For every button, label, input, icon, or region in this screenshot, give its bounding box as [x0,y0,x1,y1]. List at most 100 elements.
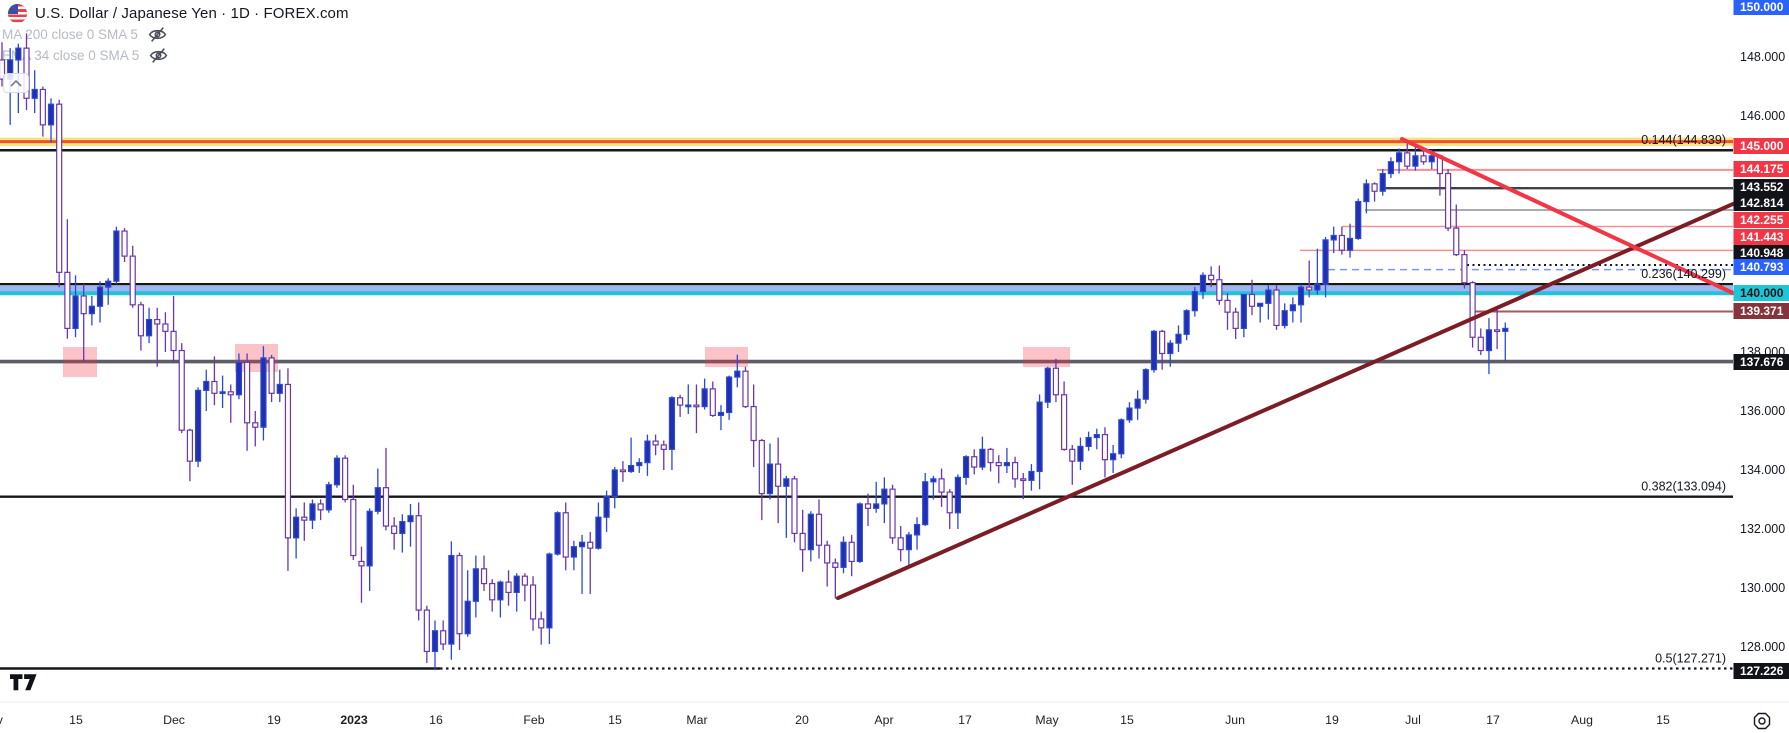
candle-up [1502,327,1509,332]
price-axis-label: 150.000 [1733,0,1789,15]
candle-up [783,478,790,487]
candle-down [244,361,251,424]
candle-down [137,304,144,337]
legend-collapse-button[interactable] [3,73,29,93]
candle-down [317,503,324,511]
candle-up [554,512,561,555]
candle-down [227,391,234,396]
ascending-trendline[interactable] [836,201,1735,601]
price-axis-label: 142.814 [1733,195,1789,211]
candle-down [1216,279,1223,301]
candle-up [1322,239,1329,285]
highlight-box[interactable] [705,346,748,368]
price-label-text: 145.000 [1740,139,1784,153]
candle-down [456,554,463,635]
candle-up [930,478,937,483]
price-axis[interactable]: 148.000146.000138.000136.000134.000132.0… [1733,0,1789,733]
candle-down [1101,434,1109,461]
candle-up [1126,407,1133,421]
candle-down [1404,152,1411,167]
time-axis-label: 19 [267,713,281,727]
candle-down [56,103,63,273]
candle-up [333,457,341,486]
candlestick-series[interactable] [0,33,1509,671]
candle-up [766,463,774,495]
candle-down [562,512,569,558]
indicator-row-ma200[interactable]: MA 200 close 0 SMA 5 [2,24,168,45]
candle-up [31,88,38,99]
price-label-chip [1733,0,1789,15]
candle-up [1330,234,1337,241]
candle-down [619,469,627,473]
candle-down [897,537,904,551]
candle-up [546,553,553,629]
candle-down [1208,274,1215,281]
time-axis-label: 20 [795,713,809,727]
candle-up [399,521,406,535]
candle-down [1060,394,1068,450]
candle-up [1387,161,1395,175]
candle-up [1191,290,1198,312]
price-label-chip [1733,138,1789,154]
candle-down [832,562,839,568]
price-label-chip [1733,195,1789,211]
candle-down [178,349,185,431]
price-axis-label: 145.000 [1733,138,1789,154]
flag-union-field [8,4,19,14]
trendlines [836,137,1735,601]
candle-up [1379,172,1386,192]
us-flag-icon [8,4,27,23]
indicator-row-ema34[interactable]: EMA 34 close 0 SMA 5 [2,45,168,66]
fib-labels: 0.144(144.839) 0.236(140.299) 0.382(133.09… [1641,133,1726,665]
candle-up [913,523,921,536]
candle-down [1461,254,1468,284]
candle-up [1355,200,1362,240]
time-axis-label: Aug [1571,713,1593,727]
price-label-chip [1733,245,1789,261]
price-axis-label: 143.552 [1733,179,1789,195]
descending-trendline[interactable] [1400,137,1735,295]
candle-down [889,488,896,539]
symbol-title[interactable]: U.S. Dollar / Japanese Yen · 1D · FOREX.… [35,5,349,22]
candle-down [709,388,716,417]
candle-down [1248,293,1256,307]
support-zone-140[interactable] [0,285,1733,293]
candle-down [815,513,823,546]
time-axis-label: Nov [0,713,4,727]
candle-up [374,487,381,512]
candle-up [856,503,863,563]
tradingview-logo[interactable] [10,674,37,696]
candle-up [1395,152,1403,163]
time-axis[interactable]: Nov 15 Dec 19 2023 16 Feb 15 Mar 20 Apr 17 May 15 Jun 1… [0,701,1789,727]
price-axis-label: 141.443 [1733,229,1789,245]
time-axis-label: Jul [1405,713,1421,727]
time-axis-label: 15 [1120,713,1134,727]
highlight-box[interactable] [1023,346,1070,368]
candle-up [88,305,95,315]
visibility-off-icon[interactable] [149,47,168,64]
candle-up [276,383,283,394]
candle-down [505,581,512,594]
candle-down [382,487,390,527]
highlight-box[interactable] [63,346,97,378]
price-axis-tick: 148.000 [1740,50,1785,64]
visibility-off-icon[interactable] [148,26,167,43]
candle-up [1428,155,1435,163]
candle-down [480,568,488,585]
candle-down [693,404,700,408]
candle-up [325,484,332,511]
axis-settings-icon[interactable] [1752,711,1772,733]
price-label-chip [1733,303,1789,319]
candle-down [1444,172,1452,229]
time-axis-label: 2023 [340,713,368,727]
candle-down [342,457,349,501]
price-label-text: 150.000 [1740,0,1784,14]
candle-down [775,463,782,487]
time-axis-label: 19 [1325,713,1339,727]
symbol-header[interactable]: U.S. Dollar / Japanese Yen · 1D · FOREX.… [8,4,349,23]
candle-up [15,47,22,61]
candle-up [717,411,725,417]
candle-down [489,582,496,601]
candle-down [652,440,659,446]
